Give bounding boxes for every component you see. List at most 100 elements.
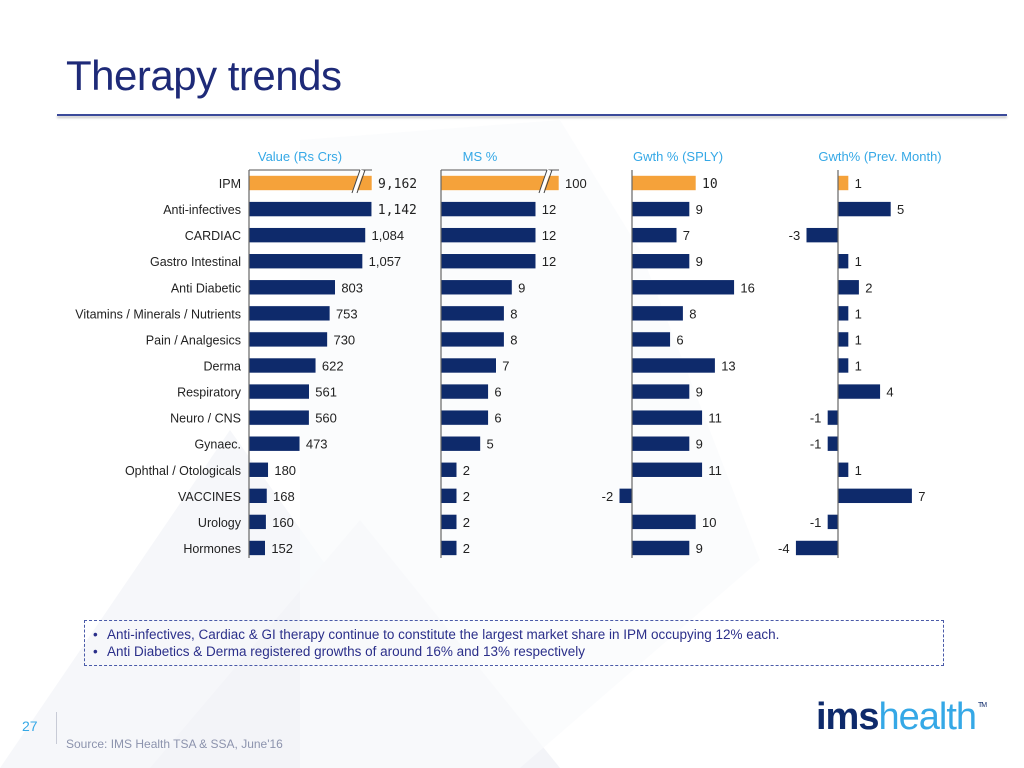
bar (631, 514, 697, 530)
data-label: 2 (865, 280, 872, 295)
data-label: 2 (463, 541, 470, 556)
slide-title: Therapy trends (66, 52, 342, 99)
bar (837, 357, 849, 374)
highlight-bar (631, 175, 697, 191)
axis-break-mark (356, 169, 366, 194)
bar (631, 331, 671, 348)
data-label: 7 (683, 228, 690, 243)
data-label: 1 (855, 463, 862, 478)
category-label: VACCINES (178, 490, 241, 504)
bar (248, 357, 317, 374)
logo-health: health (878, 696, 977, 738)
panel-title: Gwth% (Prev. Month) (818, 149, 941, 164)
data-label: 13 (721, 358, 735, 373)
insight-item: • Anti-infectives, Cardiac & GI therapy c… (93, 626, 943, 643)
data-label: 473 (306, 437, 328, 452)
bar (631, 305, 684, 322)
bar (440, 331, 505, 348)
bar (631, 357, 716, 374)
data-label: 622 (322, 358, 344, 373)
bar (795, 540, 839, 556)
bar (631, 201, 690, 217)
bar (837, 461, 849, 478)
bar (440, 383, 489, 400)
category-label: CARDIAC (185, 229, 241, 243)
axis-break-mark (351, 169, 361, 194)
bar (837, 279, 860, 296)
bar (631, 435, 690, 452)
data-label: -1 (810, 437, 822, 452)
category-label: Derma (203, 359, 241, 373)
data-label: 1 (855, 358, 862, 373)
bar (440, 201, 537, 217)
data-label: -3 (789, 228, 801, 243)
category-label: Neuro / CNS (170, 412, 241, 426)
data-label: 1 (855, 306, 862, 321)
bar (631, 540, 690, 556)
bar (440, 435, 481, 452)
therapy-trends-chart: Value (Rs Crs) IPM Anti-infectives CARDIAC G… (75, 149, 942, 558)
data-label: 2 (463, 489, 470, 504)
data-label: 180 (274, 463, 296, 478)
category-label: Ophthal / Otologicals (125, 464, 241, 478)
logo-trademark: TM (978, 702, 987, 709)
bar (248, 435, 301, 452)
data-label: 160 (272, 515, 294, 530)
panel-title: Value (Rs Crs) (258, 149, 342, 164)
bar (248, 279, 336, 296)
bar (837, 201, 892, 217)
bar (837, 488, 913, 504)
data-label: 9 (696, 385, 703, 400)
bar (631, 383, 690, 400)
bar (837, 383, 881, 400)
axis-break-gap (352, 169, 364, 194)
data-label: 1,084 (372, 228, 405, 243)
bar (248, 461, 269, 478)
bar (248, 383, 310, 400)
source-note: Source: IMS Health TSA & SSA, June'16 (66, 737, 283, 751)
data-label: -4 (778, 541, 790, 556)
category-label: Hormones (183, 542, 241, 556)
data-label: 1,057 (369, 254, 402, 269)
category-label: Anti Diabetic (171, 281, 241, 295)
data-label: 168 (273, 489, 295, 504)
data-label: 9 (696, 541, 703, 556)
data-label: 10 (702, 515, 716, 530)
category-label: Respiratory (177, 386, 242, 400)
highlight-bar (837, 175, 849, 191)
data-label: 9 (696, 437, 703, 452)
data-label: 9 (518, 280, 525, 295)
bar (631, 461, 703, 478)
data-label: 561 (315, 385, 337, 400)
bar (248, 409, 310, 426)
data-label: 5 (487, 437, 494, 452)
panel-title: Gwth % (SPLY) (633, 149, 723, 164)
data-label: -2 (602, 489, 614, 504)
data-label: -1 (810, 515, 822, 530)
key-insights-box: • Anti-infectives, Cardiac & GI therapy c… (84, 620, 944, 666)
data-label: 5 (897, 202, 904, 217)
bar (248, 488, 268, 504)
category-label: IPM (219, 177, 241, 191)
bar (827, 409, 839, 426)
data-label: 1 (855, 254, 862, 269)
data-label: 16 (740, 280, 754, 295)
footer-divider (56, 712, 57, 744)
bar (440, 409, 489, 426)
data-label: 9 (696, 254, 703, 269)
bar (440, 461, 458, 478)
data-label: 8 (510, 332, 517, 347)
data-label: 2 (463, 463, 470, 478)
data-label: 753 (336, 306, 358, 321)
data-label: 4 (886, 385, 893, 400)
insight-text: Anti Diabetics & Derma registered growth… (107, 644, 585, 659)
category-label: Gastro Intestinal (150, 255, 241, 269)
data-label: 803 (341, 280, 363, 295)
data-label: -1 (810, 411, 822, 426)
data-label: 11 (708, 411, 722, 426)
data-label: 12 (542, 254, 556, 269)
data-label: 1 (855, 176, 862, 191)
bar (631, 279, 735, 296)
insight-item: • Anti Diabetics & Derma registered growt… (93, 643, 943, 660)
